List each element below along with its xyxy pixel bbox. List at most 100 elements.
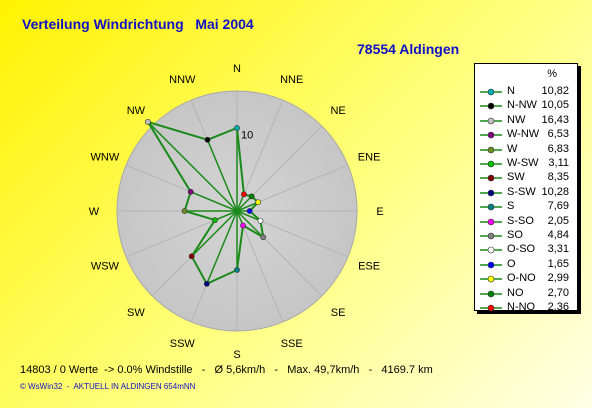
legend-label: O-SO [507,243,536,256]
data-point-w [181,208,188,214]
data-point-nne [241,191,247,198]
legend-value: 2,70 [547,286,569,299]
legend-row: S-SO 2,05 [479,215,573,229]
direction-label-wsw: WSW [91,261,120,273]
legend-label: S-SO [507,214,534,227]
direction-label-ne: NE [330,105,345,117]
legend-row: S 7,69 [479,200,573,214]
legend-marker [480,103,502,110]
legend-marker [480,247,502,254]
legend-row: O 1,65 [479,258,573,272]
direction-label-ese: ESE [358,261,380,273]
legend-marker [480,304,502,312]
legend-value: 3,31 [547,243,569,256]
series-line-nw [147,121,238,212]
series-line-ese [236,210,261,222]
legend-value: 7,69 [547,200,569,213]
radial-tick-label: 10 [241,129,253,141]
legend-label: O [507,257,516,270]
direction-label-se: SE [331,307,346,319]
data-point-s [234,267,240,273]
legend-label: W-SW [507,157,539,169]
direction-label-e: E [376,206,383,218]
legend-label: S-SW [507,185,536,198]
legend-label: S [507,200,515,213]
legend-marker [480,88,502,96]
legend-value: 10,28 [541,185,569,198]
data-point-ne [248,193,255,200]
legend-marker [480,175,502,182]
legend-value: 4,84 [547,229,569,241]
direction-label-s: S [233,349,240,361]
data-point-nw [145,119,151,125]
legend-value: 16,43 [541,113,569,126]
legend-value: 10,82 [541,85,569,97]
legend-unit: % [547,68,557,80]
direction-label-wnw: WNW [91,151,120,163]
series-line-ssw [206,210,238,285]
direction-label-ene: ENE [358,151,381,163]
legend: % N 10,82 N-NW 10,05 NW 16,43 W-NW 6,53 W 6,83 W-S… [474,63,578,313]
legend-label: N-NO [507,301,536,313]
data-point-ese [257,217,264,224]
legend-marker [480,261,502,269]
legend-row: S-SW 10,28 [479,186,573,200]
station-label: 78554 Aldingen [357,41,460,57]
data-point-e [246,208,253,214]
series-line-ne [236,195,253,212]
legend-value: 6,53 [547,128,569,141]
legend-label: N-NW [507,99,537,112]
data-point-ene [255,199,262,206]
legend-row: N-NW 10,05 [479,99,573,113]
legend-marker [480,131,502,139]
direction-label-w: W [89,206,100,218]
legend-value: 10,05 [541,99,569,112]
legend-label: W-NW [507,128,540,141]
legend-row: NW 16,43 [479,114,573,128]
footer-stats: 14803 / 0 Werte -> 0.0% Windstille - Ø 5… [20,364,433,376]
legend-marker [480,189,502,197]
legend-label: NW [507,113,526,126]
direction-label-nne: NNE [280,74,303,86]
data-point-n [234,125,240,131]
legend-row: SO 4,84 [479,229,573,243]
data-point-wsw [212,217,218,224]
legend-value: 2,36 [547,301,569,313]
legend-marker [480,232,502,240]
series-line-ene [236,201,259,212]
data-point-wnw [187,188,194,195]
legend-value: 8,35 [547,171,569,184]
legend-row: W-SW 3,11 [479,157,573,171]
legend-label: NO [507,286,524,299]
direction-label-nnw: NNW [169,74,196,86]
series-line-nnw [206,139,238,212]
data-point-se [260,234,267,241]
direction-label-sw: SW [127,307,145,319]
legend-row: W 6,83 [479,143,573,157]
direction-label-n: N [233,63,241,75]
chart-title: Verteilung Windrichtung Mai 2004 [22,16,254,32]
legend-row: N 10,82 [479,85,573,99]
legend-marker [480,290,502,297]
series-line-wsw [214,210,238,221]
data-point-sw [188,253,195,260]
legend-marker [480,146,502,153]
series-line-se [236,210,264,238]
legend-row: N-NO 2,36 [479,301,573,315]
series-line-sw [191,210,238,257]
legend-label: SW [507,171,525,184]
legend-marker [480,203,502,211]
data-point-nnw [204,136,211,143]
legend-value: 6,83 [547,142,569,155]
legend-marker [480,160,502,168]
series-line-nne [236,193,245,212]
data-point-ssw [203,280,210,287]
legend-row: NO 2,70 [479,287,573,301]
series-line-wnw [190,191,238,212]
legend-row: SW 8,35 [479,171,573,185]
legend-row: O-SO 3,31 [479,243,573,257]
legend-value: 2,05 [547,214,569,227]
legend-value: 1,65 [547,257,569,270]
data-point-sse [240,222,246,229]
